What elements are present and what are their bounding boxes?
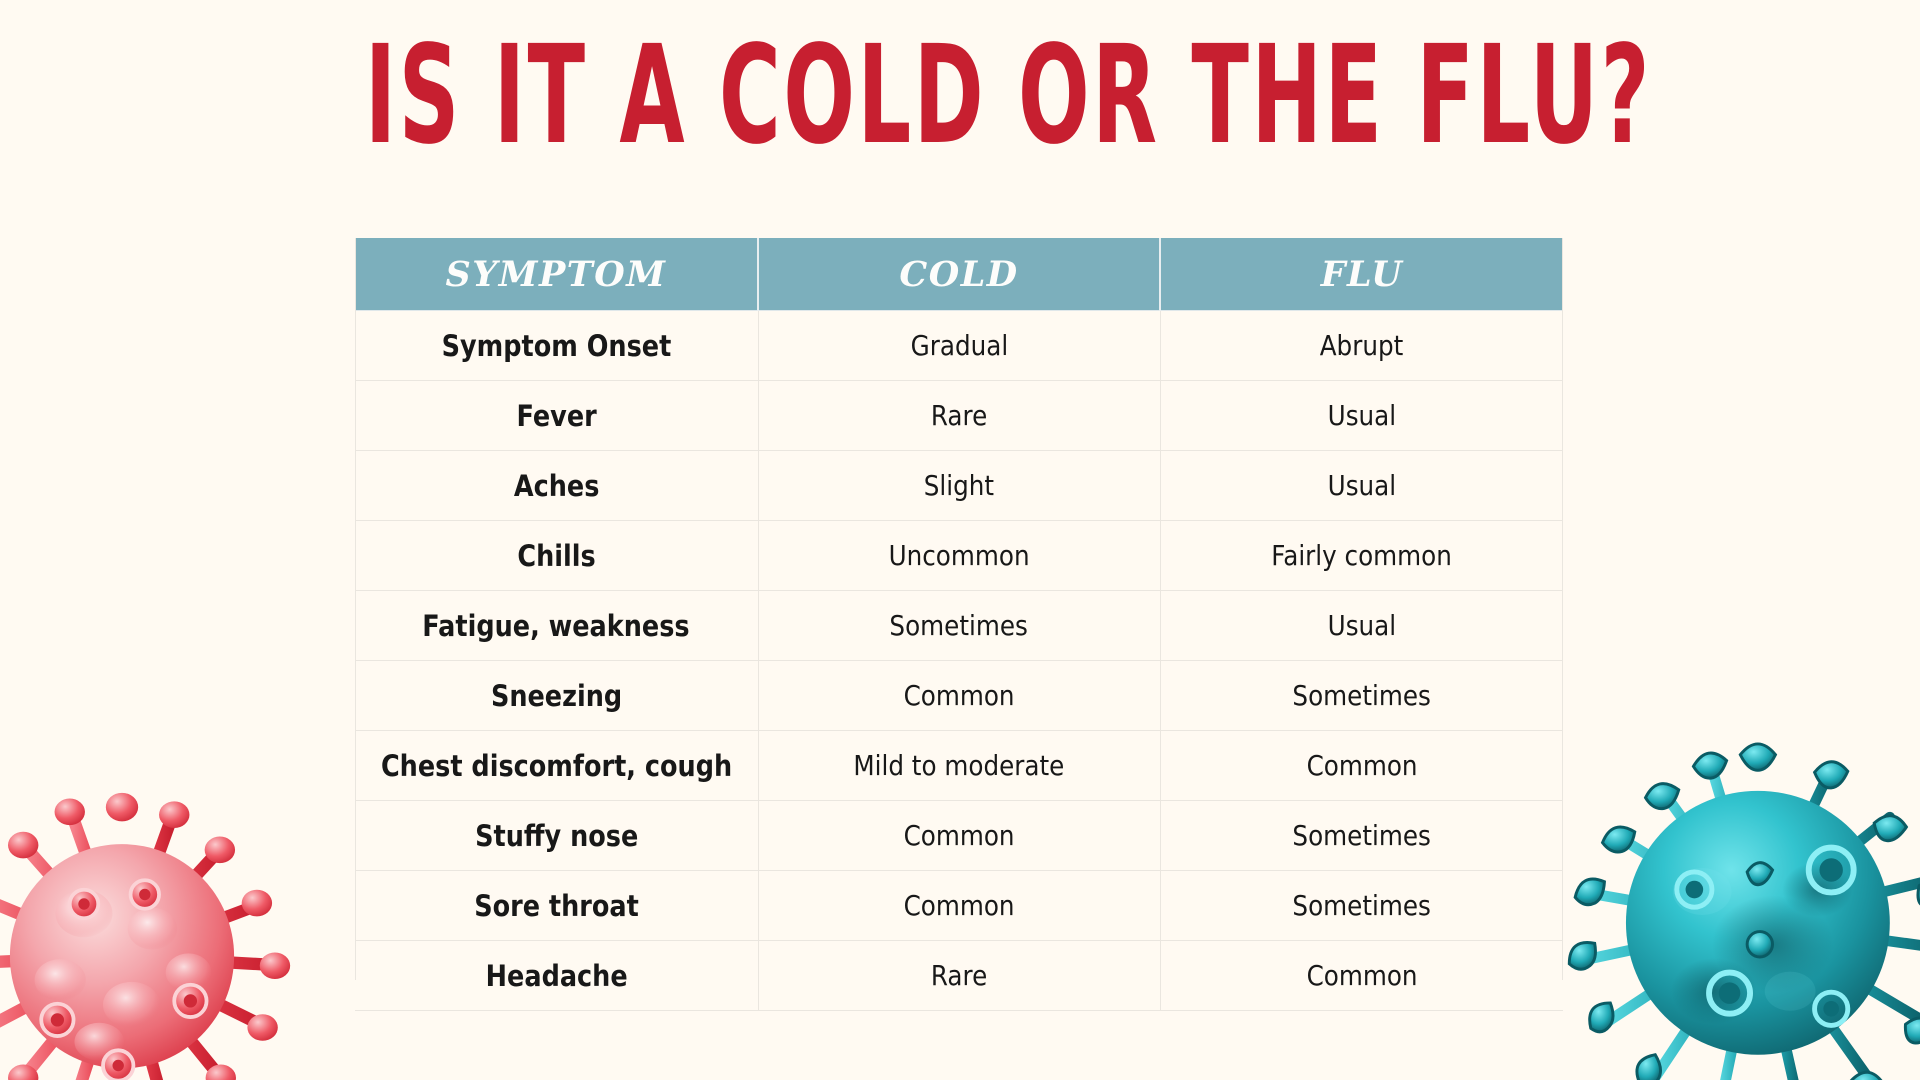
cell-text: Fairly common — [1271, 539, 1453, 572]
cell-flu: Sometimes — [1160, 660, 1563, 731]
cell-text: Gradual — [910, 329, 1008, 362]
table-row: Fever Rare Usual — [355, 380, 1563, 451]
cell-symptom: Fatigue, weakness — [355, 590, 759, 661]
column-header-flu: FLU — [1160, 238, 1563, 311]
cell-cold: Rare — [758, 940, 1161, 1011]
cell-text: Common — [903, 889, 1015, 922]
cell-cold: Common — [758, 660, 1161, 731]
virus-teal-body — [1625, 790, 1890, 1055]
cell-text: Aches — [513, 468, 600, 503]
cell-cold: Common — [758, 870, 1161, 941]
cell-text: Sometimes — [1292, 819, 1431, 852]
cell-text: Usual — [1327, 609, 1396, 642]
cell-flu: Usual — [1160, 450, 1563, 521]
cell-symptom: Chills — [355, 520, 759, 591]
table-row: Symptom Onset Gradual Abrupt — [355, 310, 1563, 381]
cell-text: Sometimes — [889, 609, 1029, 642]
cell-text: Chills — [517, 538, 596, 573]
cell-cold: Common — [758, 800, 1161, 871]
cell-cold: Slight — [758, 450, 1161, 521]
cell-text: Fever — [516, 398, 597, 433]
cell-symptom: Headache — [355, 940, 759, 1011]
virus-red-front-spikes — [39, 878, 209, 1080]
cell-flu: Usual — [1160, 590, 1563, 661]
cell-symptom: Fever — [355, 380, 759, 451]
table-row: Aches Slight Usual — [355, 450, 1563, 521]
cell-text: Uncommon — [888, 539, 1030, 572]
cell-symptom: Aches — [355, 450, 759, 521]
virus-teal-spikes — [1567, 742, 1920, 1080]
table-row: Chills Uncommon Fairly common — [355, 520, 1563, 591]
virus-teal-surface-texture — [1670, 862, 1853, 1025]
cell-symptom: Symptom Onset — [355, 310, 759, 381]
cell-text: Sore throat — [473, 888, 639, 923]
cell-text: Fatigue, weakness — [422, 608, 690, 643]
cell-flu: Usual — [1160, 380, 1563, 451]
cell-text: Sometimes — [1292, 889, 1431, 922]
table-row: Sore throat Common Sometimes — [355, 870, 1563, 941]
cell-text: Mild to moderate — [853, 749, 1065, 782]
cell-symptom: Sore throat — [355, 870, 759, 941]
cell-text: Symptom Onset — [441, 328, 672, 363]
cell-text: Sometimes — [1292, 679, 1431, 712]
cell-flu: Sometimes — [1160, 800, 1563, 871]
virus-red-surface-texture — [34, 889, 212, 1061]
cell-cold: Rare — [758, 380, 1161, 451]
table-row: Headache Rare Common — [355, 940, 1563, 1011]
cell-symptom: Sneezing — [355, 660, 759, 731]
cell-text: Abrupt — [1319, 329, 1404, 362]
cell-flu: Sometimes — [1160, 870, 1563, 941]
column-header-symptom: SYMPTOM — [355, 238, 759, 311]
symptom-comparison-table: SYMPTOM COLD FLU Symptom Onset Gradual A… — [355, 238, 1563, 1011]
cell-flu: Common — [1160, 730, 1563, 801]
virus-teal-front-spikes — [1674, 844, 1857, 1028]
cell-text: Rare — [930, 399, 988, 432]
cell-cold: Uncommon — [758, 520, 1161, 591]
cell-text: Common — [903, 819, 1015, 852]
cell-cold: Sometimes — [758, 590, 1161, 661]
table-row: Stuffy nose Common Sometimes — [355, 800, 1563, 871]
cell-symptom: Stuffy nose — [355, 800, 759, 871]
cell-text: Usual — [1327, 469, 1396, 502]
page-title: IS IT A COLD OR THE FLU? — [364, 17, 1652, 175]
column-header-cold: COLD — [758, 238, 1161, 311]
table-header-row: SYMPTOM COLD FLU — [355, 238, 1563, 311]
cell-cold: Mild to moderate — [758, 730, 1161, 801]
table-header: SYMPTOM COLD FLU — [355, 238, 1563, 311]
cell-text: Common — [1306, 959, 1418, 992]
cell-text: Chest discomfort, cough — [380, 748, 732, 783]
cell-text: Headache — [485, 958, 628, 993]
cell-flu: Fairly common — [1160, 520, 1563, 591]
cell-text: Stuffy nose — [474, 818, 638, 853]
cell-text: Common — [903, 679, 1015, 712]
virus-particle-teal-icon — [1567, 742, 1920, 1080]
table-row: Sneezing Common Sometimes — [355, 660, 1563, 731]
cell-cold: Gradual — [758, 310, 1161, 381]
cell-text: Rare — [930, 959, 988, 992]
table-row: Fatigue, weakness Sometimes Usual — [355, 590, 1563, 661]
table-body: Symptom Onset Gradual Abrupt Fever Rare … — [355, 310, 1563, 1011]
virus-red-body — [9, 844, 235, 1069]
cell-text: Common — [1306, 749, 1418, 782]
virus-red-spikes — [0, 792, 291, 1080]
cell-text: Usual — [1327, 399, 1396, 432]
virus-particle-red-icon — [0, 792, 291, 1080]
cell-flu: Common — [1160, 940, 1563, 1011]
cell-flu: Abrupt — [1160, 310, 1563, 381]
cell-symptom: Chest discomfort, cough — [355, 730, 759, 801]
cell-text: Sneezing — [490, 678, 622, 713]
table-row: Chest discomfort, cough Mild to moderate… — [355, 730, 1563, 801]
cell-text: Slight — [923, 469, 995, 502]
